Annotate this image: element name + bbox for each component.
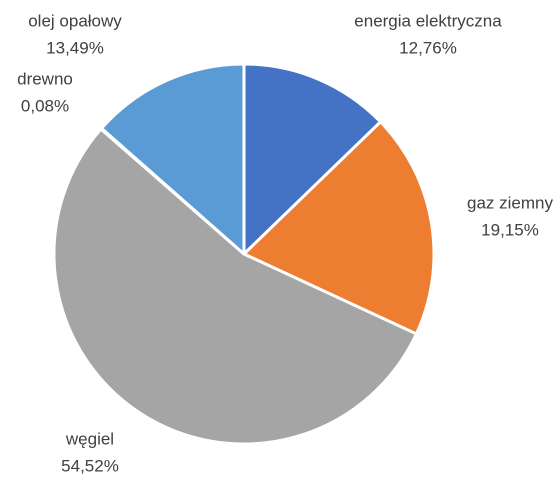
slice-value-label: 12,76%: [399, 38, 457, 57]
slice-label: drewno: [17, 69, 73, 88]
slice-label: olej opałowy: [28, 11, 122, 30]
slice-value-label: 19,15%: [481, 220, 539, 239]
pie-slice: [100, 62, 246, 256]
pie-slice: [242, 120, 436, 336]
slice-value-label: 0,08%: [21, 96, 69, 115]
slice-label: gaz ziemny: [467, 193, 553, 212]
pie-slice: [52, 127, 418, 446]
slice-label: energia elektryczna: [354, 11, 502, 30]
slice-value-label: 54,52%: [61, 456, 119, 475]
pie-slice: [242, 62, 383, 256]
slice-label: węgiel: [65, 429, 114, 448]
slice-value-label: 13,49%: [46, 38, 104, 57]
